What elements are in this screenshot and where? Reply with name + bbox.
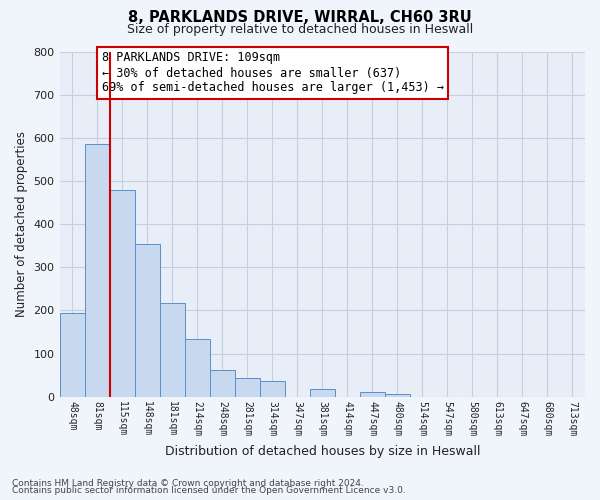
Bar (209, 370, 235, 397)
Text: Contains public sector information licensed under the Open Government Licence v3: Contains public sector information licen… (12, 486, 406, 495)
Bar (310, 390, 335, 397)
Bar (360, 392, 385, 397)
Bar (110, 190, 134, 397)
Text: Contains HM Land Registry data © Crown copyright and database right 2024.: Contains HM Land Registry data © Crown c… (12, 478, 364, 488)
Bar (235, 378, 260, 397)
Bar (160, 302, 185, 397)
Bar (260, 381, 285, 397)
X-axis label: Distribution of detached houses by size in Heswall: Distribution of detached houses by size … (164, 444, 480, 458)
Bar (85, 144, 110, 397)
Bar (59, 314, 85, 397)
Y-axis label: Number of detached properties: Number of detached properties (15, 131, 28, 317)
Text: 8, PARKLANDS DRIVE, WIRRAL, CH60 3RU: 8, PARKLANDS DRIVE, WIRRAL, CH60 3RU (128, 10, 472, 25)
Bar (134, 244, 160, 397)
Text: 8 PARKLANDS DRIVE: 109sqm
← 30% of detached houses are smaller (637)
69% of semi: 8 PARKLANDS DRIVE: 109sqm ← 30% of detac… (101, 52, 443, 94)
Bar (385, 394, 410, 397)
Text: Size of property relative to detached houses in Heswall: Size of property relative to detached ho… (127, 22, 473, 36)
Bar (185, 340, 209, 397)
